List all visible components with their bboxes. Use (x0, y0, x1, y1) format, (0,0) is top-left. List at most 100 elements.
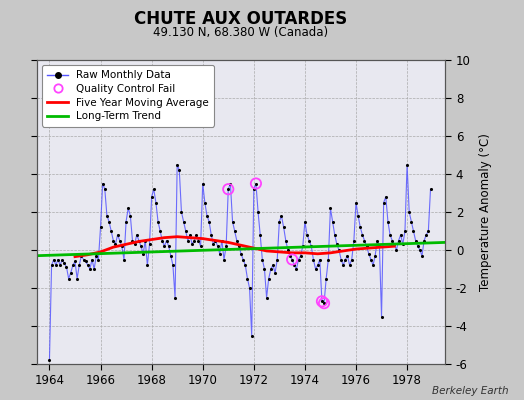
Point (371, 252, 379, 259)
Point (177, 209, 185, 215)
Point (388, 237, 396, 244)
Point (337, 256, 345, 263)
Point (294, 256, 303, 263)
Point (90, 266, 99, 272)
Point (390, 241, 398, 248)
Point (62, 264, 71, 270)
Point (377, 313, 386, 320)
Point (220, 256, 228, 263)
Point (152, 199, 160, 206)
Point (318, 298, 326, 304)
Point (309, 256, 318, 263)
Point (297, 252, 305, 259)
Point (409, 228, 418, 234)
Point (326, 205, 335, 211)
Point (224, 186, 233, 192)
Point (47, 262, 56, 268)
Point (241, 262, 249, 268)
Point (149, 186, 158, 192)
Point (45, 357, 53, 363)
Point (122, 218, 130, 225)
Point (256, 232, 265, 238)
Point (162, 237, 171, 244)
Point (60, 260, 69, 266)
Point (269, 262, 277, 268)
Point (190, 237, 199, 244)
Point (401, 228, 409, 234)
Point (271, 270, 279, 276)
Point (347, 256, 356, 263)
Text: Berkeley Earth: Berkeley Earth (432, 386, 508, 396)
Point (88, 256, 96, 263)
Point (365, 250, 373, 257)
Point (239, 256, 247, 263)
Point (50, 256, 58, 263)
Point (75, 262, 83, 268)
Point (303, 232, 311, 238)
Point (265, 275, 273, 282)
Point (290, 262, 299, 268)
Point (247, 332, 256, 339)
Point (194, 237, 203, 244)
Point (203, 213, 211, 219)
Point (395, 237, 403, 244)
Point (209, 241, 217, 248)
Point (113, 232, 122, 238)
Point (120, 256, 128, 263)
Point (345, 262, 354, 268)
Point (286, 252, 294, 259)
Point (103, 213, 111, 219)
Point (292, 266, 301, 272)
Point (275, 218, 283, 225)
Point (79, 256, 88, 263)
Point (315, 256, 324, 263)
Point (352, 199, 360, 206)
Point (156, 228, 165, 234)
Point (111, 241, 119, 248)
Point (117, 243, 126, 250)
Point (288, 256, 296, 263)
Point (201, 199, 209, 206)
Point (329, 218, 337, 225)
Point (171, 294, 179, 301)
Point (173, 161, 181, 168)
Point (279, 224, 288, 230)
Point (179, 218, 188, 225)
Point (405, 209, 413, 215)
Point (105, 218, 113, 225)
Point (175, 167, 183, 174)
Legend: Raw Monthly Data, Quality Control Fail, Five Year Moving Average, Long-Term Tren: Raw Monthly Data, Quality Control Fail, … (42, 65, 214, 126)
Point (311, 266, 320, 272)
Point (363, 243, 371, 250)
Point (81, 258, 90, 265)
Text: CHUTE AUX OUTARDES: CHUTE AUX OUTARDES (135, 10, 347, 28)
Point (224, 186, 233, 192)
Point (358, 232, 367, 238)
Point (222, 243, 231, 250)
Point (418, 252, 426, 259)
Point (399, 241, 407, 248)
Point (54, 256, 62, 263)
Point (199, 180, 207, 187)
Point (137, 243, 145, 250)
Point (228, 218, 237, 225)
Point (375, 243, 384, 250)
Point (299, 243, 307, 250)
Point (139, 250, 147, 257)
Point (69, 262, 77, 268)
Point (192, 232, 201, 238)
Point (335, 247, 343, 253)
Point (249, 186, 258, 192)
Point (130, 241, 139, 248)
Point (273, 256, 281, 263)
Point (318, 298, 326, 304)
Point (92, 252, 101, 259)
Point (307, 243, 315, 250)
Point (135, 237, 143, 244)
Point (243, 275, 252, 282)
Point (379, 199, 388, 206)
Point (320, 300, 328, 306)
Point (245, 285, 254, 291)
Point (83, 262, 92, 268)
Point (205, 218, 213, 225)
